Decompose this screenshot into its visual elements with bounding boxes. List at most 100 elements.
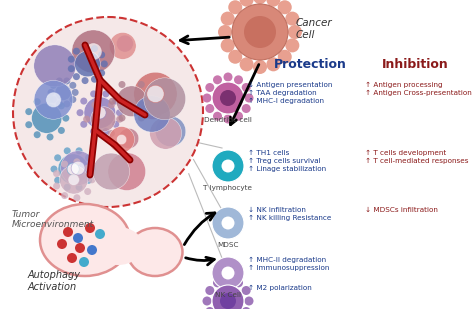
Ellipse shape	[128, 228, 182, 276]
Circle shape	[212, 150, 244, 182]
Circle shape	[55, 84, 71, 100]
Circle shape	[224, 276, 233, 285]
Text: Protection: Protection	[273, 58, 346, 71]
Circle shape	[89, 166, 96, 172]
Circle shape	[95, 229, 105, 239]
Circle shape	[253, 0, 267, 4]
Circle shape	[72, 89, 79, 96]
Circle shape	[147, 85, 164, 103]
Circle shape	[69, 82, 76, 89]
Circle shape	[102, 128, 109, 135]
Circle shape	[134, 96, 170, 132]
Text: ↑ T cells development
↑ T cell-mediated responses: ↑ T cells development ↑ T cell-mediated …	[365, 150, 468, 164]
Circle shape	[46, 96, 54, 103]
Text: ↓ NK infiltration
↑ NK killing Resistance: ↓ NK infiltration ↑ NK killing Resistanc…	[248, 207, 331, 221]
Circle shape	[91, 45, 98, 52]
Text: NK Cell: NK Cell	[215, 292, 241, 298]
Circle shape	[202, 94, 211, 103]
Circle shape	[242, 307, 251, 309]
Circle shape	[253, 60, 267, 74]
Circle shape	[61, 192, 68, 199]
Circle shape	[212, 257, 244, 289]
Text: MDSC: MDSC	[217, 242, 239, 248]
Circle shape	[80, 121, 87, 128]
Text: ↓ Antigen presentation
↑ TAA degradation
↑ MHC-I degradation: ↓ Antigen presentation ↑ TAA degradation…	[248, 82, 332, 104]
Circle shape	[205, 83, 214, 92]
Circle shape	[84, 165, 91, 171]
Circle shape	[82, 77, 89, 84]
Circle shape	[101, 61, 108, 67]
Circle shape	[228, 0, 242, 14]
Circle shape	[61, 151, 95, 185]
Circle shape	[138, 114, 145, 121]
Circle shape	[224, 115, 233, 124]
Text: Tumor
Microenvironment: Tumor Microenvironment	[12, 210, 94, 229]
Circle shape	[228, 50, 242, 64]
Circle shape	[212, 82, 244, 114]
Circle shape	[75, 147, 82, 154]
Circle shape	[245, 297, 254, 306]
Circle shape	[205, 307, 214, 309]
Circle shape	[242, 104, 251, 113]
Circle shape	[82, 44, 89, 51]
Circle shape	[138, 81, 145, 88]
Circle shape	[50, 82, 57, 89]
Circle shape	[116, 116, 123, 123]
Circle shape	[67, 253, 77, 263]
Circle shape	[85, 223, 95, 233]
Circle shape	[58, 154, 88, 184]
Circle shape	[68, 174, 80, 185]
Circle shape	[108, 130, 115, 137]
Text: T lymphocyte: T lymphocyte	[203, 185, 253, 191]
Circle shape	[244, 16, 276, 48]
Circle shape	[109, 98, 116, 105]
Text: ↑ MHC-II degradation
↑ Immunosuppression: ↑ MHC-II degradation ↑ Immunosuppression	[248, 257, 329, 271]
Circle shape	[69, 96, 76, 103]
Circle shape	[46, 133, 54, 141]
Circle shape	[64, 78, 70, 84]
Circle shape	[98, 51, 105, 58]
Circle shape	[34, 45, 76, 87]
Circle shape	[85, 154, 92, 161]
Circle shape	[51, 166, 57, 172]
Text: Inhibition: Inhibition	[382, 58, 448, 71]
Circle shape	[205, 104, 214, 113]
Text: ↓ MDSCs infiltration: ↓ MDSCs infiltration	[365, 207, 438, 213]
Circle shape	[68, 65, 75, 72]
Circle shape	[89, 176, 95, 183]
Circle shape	[278, 0, 292, 14]
Circle shape	[278, 50, 292, 64]
Circle shape	[34, 98, 41, 105]
Circle shape	[64, 184, 71, 191]
Circle shape	[109, 32, 136, 59]
Circle shape	[46, 92, 61, 108]
Circle shape	[71, 161, 85, 175]
Circle shape	[80, 98, 87, 104]
Circle shape	[116, 134, 127, 145]
Circle shape	[212, 285, 244, 309]
Circle shape	[232, 4, 288, 60]
Circle shape	[147, 98, 155, 105]
Circle shape	[117, 35, 133, 52]
Circle shape	[25, 108, 32, 115]
Ellipse shape	[93, 227, 143, 265]
Circle shape	[140, 95, 165, 120]
Circle shape	[54, 154, 61, 161]
Circle shape	[91, 107, 116, 132]
Text: Cancer
Cell: Cancer Cell	[296, 18, 333, 40]
Circle shape	[73, 73, 80, 80]
Circle shape	[102, 91, 109, 97]
Circle shape	[58, 102, 65, 109]
Circle shape	[64, 147, 71, 154]
Circle shape	[60, 166, 88, 194]
Circle shape	[84, 188, 91, 195]
Circle shape	[118, 114, 126, 121]
Circle shape	[221, 38, 235, 53]
Circle shape	[87, 245, 97, 255]
Circle shape	[72, 30, 115, 73]
Circle shape	[213, 278, 222, 287]
Circle shape	[57, 239, 67, 249]
Circle shape	[34, 80, 73, 119]
Circle shape	[239, 0, 254, 7]
Circle shape	[98, 70, 105, 77]
